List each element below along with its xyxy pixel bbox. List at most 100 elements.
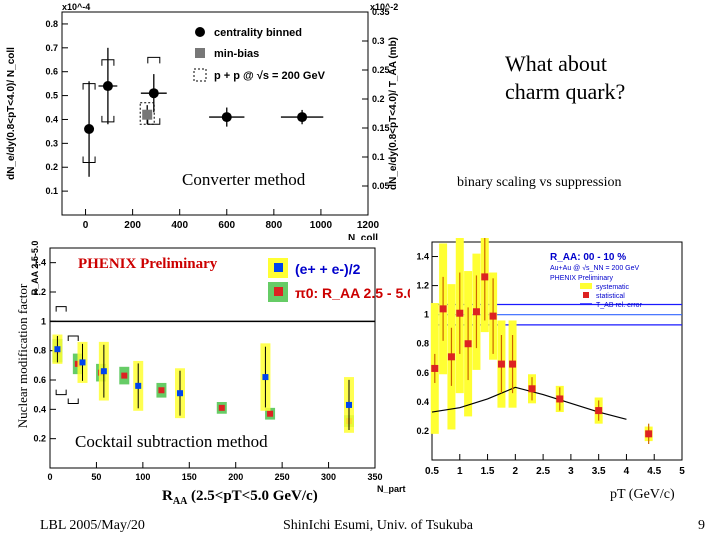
x-tick-label: 2.5 xyxy=(536,466,550,477)
data-point xyxy=(439,305,447,313)
legend-phenix: PHENIX Preliminary xyxy=(550,275,614,282)
x-tick-label: 200 xyxy=(228,472,243,482)
legend-subtitle: Au+Au @ √s_NN = 200 GeV xyxy=(550,264,639,272)
y-tick-label: 0.6 xyxy=(33,375,46,385)
pi0-point xyxy=(218,404,225,411)
electron-point xyxy=(135,382,142,389)
x-tick-label: 1000 xyxy=(310,220,333,231)
title-note: What about charm quark? xyxy=(505,51,626,104)
legend-marker-centrality xyxy=(195,27,205,37)
data-point-centrality xyxy=(148,88,159,99)
x-tick-label: 2 xyxy=(513,466,519,477)
electron-point xyxy=(262,374,269,381)
sys-bracket-bottom xyxy=(67,398,79,404)
legend-label-minbias: min-bias xyxy=(214,48,259,60)
y-tick-label: 1.2 xyxy=(416,281,429,291)
y-tick-label: 0.2 xyxy=(33,434,46,444)
y-right-tick-label: 0.2 xyxy=(372,94,385,104)
pi0-point xyxy=(121,372,128,379)
y-tick-label: 0.3 xyxy=(45,138,58,148)
y-tick-label: 0.4 xyxy=(416,397,429,407)
data-point xyxy=(497,360,505,368)
page-number: 9 xyxy=(698,518,705,533)
x-tick-label: 0 xyxy=(83,220,89,231)
x-tick-label: 50 xyxy=(91,472,101,482)
footer-center: ShinIchi Esumi, Univ. of Tsukuba xyxy=(283,518,473,533)
legend-marker-minbias xyxy=(195,48,205,58)
sys-bracket-top xyxy=(55,306,67,312)
y-tick-label: 0.5 xyxy=(45,91,58,101)
y-tick-label: 0.1 xyxy=(45,186,58,196)
raa-caption: RAA (2.5<pT<5.0 GeV/c) xyxy=(162,488,318,507)
y-right-tick-label: 0.35 xyxy=(372,7,390,17)
plot-frame xyxy=(49,247,376,469)
data-point-centrality xyxy=(102,81,113,92)
y-tick-label: 0.4 xyxy=(33,404,46,414)
left-exponent: x10^-4 xyxy=(62,2,90,12)
data-point-centrality xyxy=(297,112,308,123)
data-point-centrality xyxy=(221,112,232,123)
x-tick-label: 4 xyxy=(624,466,630,477)
x-tick-label: 350 xyxy=(367,472,382,482)
raa-caption-range: (2.5<pT<5.0 GeV/c) xyxy=(187,488,318,504)
x-tick-label: 800 xyxy=(266,220,283,231)
x-tick-label: 300 xyxy=(321,472,336,482)
electron-point xyxy=(100,368,107,375)
y-tick-label: 0.2 xyxy=(45,162,58,172)
data-point xyxy=(472,308,480,316)
y-tick-label: 0.8 xyxy=(416,339,429,349)
raa-vs-npart-chart: 0 50 100 150 200 250 300 350 0.2 0.4 0.6 0.8 1 1.2 1.4… xyxy=(30,241,410,494)
legend-electron-marker xyxy=(274,263,283,272)
pp-band xyxy=(139,102,155,125)
x-axis-label: N_part xyxy=(377,484,406,494)
legend-systematic: systematic xyxy=(596,284,630,291)
x-tick-label: 1200 xyxy=(357,220,380,231)
y-right-tick-label: 0.3 xyxy=(372,36,385,46)
y-right-tick-label: 0.1 xyxy=(372,152,385,162)
electron-point xyxy=(177,390,183,397)
data-point xyxy=(645,430,653,438)
y-tick-label: 1 xyxy=(424,310,429,320)
x-tick-label: 4.5 xyxy=(647,466,661,477)
y-tick-label: 0.4 xyxy=(45,114,58,124)
data-point xyxy=(509,360,517,368)
data-point-minbias xyxy=(142,109,153,120)
x-tick-label: 0.5 xyxy=(425,466,439,477)
sys-bracket-bottom xyxy=(55,389,67,396)
y-axis-label: R_AA 2.5-5.0 xyxy=(30,241,40,296)
legend-label-centrality: centrality binned xyxy=(214,27,302,39)
x-tick-label: 3 xyxy=(568,466,574,477)
right-exponent: x10^-2 xyxy=(370,2,398,12)
x-tick-label: 600 xyxy=(218,220,235,231)
electron-point xyxy=(54,346,61,353)
footer-left: LBL 2005/May/20 xyxy=(40,518,145,533)
y-right-tick-label: 0.25 xyxy=(372,65,390,75)
data-point xyxy=(481,273,489,281)
x-tick-label: 400 xyxy=(171,220,188,231)
y-right-tick-label: 0.05 xyxy=(372,181,390,191)
legend-pi0-label: π0: R_AA 2.5 - 5.0 xyxy=(295,285,410,301)
legend-title: R_AA: 00 - 10 % xyxy=(550,252,626,263)
y-tick-label: 1.4 xyxy=(33,258,46,268)
legend-tab: T_AB rel. error xyxy=(596,302,643,309)
legend-systematic-marker xyxy=(580,283,592,289)
x-tick-label: 1 xyxy=(457,466,463,477)
legend-pi0-marker xyxy=(274,287,283,296)
converter-label: Converter method xyxy=(180,170,308,190)
x-tick-label: 1.5 xyxy=(481,466,495,477)
y-tick-label: 0.2 xyxy=(416,426,429,436)
x-tick-label: 150 xyxy=(182,472,197,482)
plot-frame xyxy=(61,11,369,216)
pi0-point xyxy=(267,410,274,417)
data-point xyxy=(489,312,497,320)
x-tick-label: 200 xyxy=(124,220,141,231)
y-tick-label: 0.8 xyxy=(45,19,58,29)
electron-point xyxy=(79,359,86,366)
x-axis-label: N_coll xyxy=(348,233,378,240)
y-tick-label: 0.6 xyxy=(45,67,58,77)
y-right-tick-label: 0.15 xyxy=(372,123,390,133)
legend-label-pp: p + p @ √s = 200 GeV xyxy=(214,70,326,82)
data-point xyxy=(595,407,603,415)
data-point xyxy=(464,340,472,348)
